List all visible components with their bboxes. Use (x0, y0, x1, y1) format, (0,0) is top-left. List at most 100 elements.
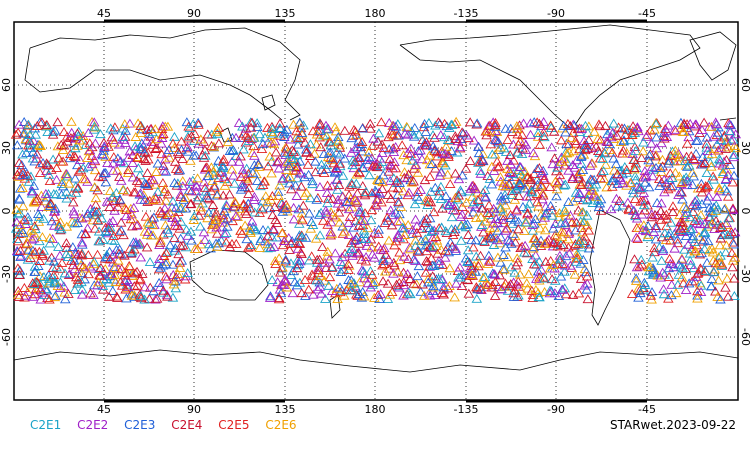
observation-marker (621, 180, 632, 190)
observation-marker (576, 223, 587, 233)
observation-marker (177, 240, 189, 250)
observation-marker (659, 228, 671, 238)
observation-marker (26, 234, 38, 244)
observation-marker (240, 130, 252, 140)
legend-item-c2e6: C2E6 (265, 418, 297, 432)
observation-marker (395, 215, 406, 225)
observation-marker (429, 145, 440, 155)
observation-marker (270, 147, 282, 157)
observation-marker (640, 224, 652, 234)
observation-marker (17, 227, 29, 237)
observation-marker (715, 220, 726, 230)
observation-marker (690, 201, 702, 211)
observation-marker (252, 158, 264, 168)
observation-marker (167, 196, 179, 206)
observation-marker (12, 209, 24, 219)
observation-marker (100, 177, 112, 187)
observation-marker (343, 247, 355, 257)
observation-marker (22, 244, 34, 254)
observation-marker (431, 147, 443, 157)
observation-marker (713, 275, 724, 285)
observation-marker (353, 220, 365, 230)
observation-marker (617, 200, 629, 210)
observation-marker (515, 162, 526, 172)
observation-marker (611, 201, 623, 211)
observation-marker (630, 273, 642, 283)
observation-marker (101, 196, 113, 206)
observation-marker (623, 203, 634, 213)
observation-marker (76, 250, 87, 260)
observation-marker (343, 264, 354, 274)
observation-marker (626, 289, 638, 299)
observation-marker (466, 181, 478, 191)
observation-marker (646, 209, 658, 219)
observation-marker (58, 126, 70, 136)
observation-marker (706, 219, 718, 229)
observation-marker (600, 159, 611, 169)
observation-marker (708, 202, 720, 212)
observation-marker (127, 158, 138, 168)
observation-marker (50, 290, 61, 300)
observation-marker (177, 181, 189, 191)
observation-marker (583, 225, 595, 235)
observation-marker (164, 208, 176, 218)
observation-marker (454, 143, 466, 153)
observation-marker (450, 205, 461, 215)
observation-marker (114, 139, 126, 149)
observation-marker (14, 265, 26, 275)
observation-marker (22, 140, 34, 150)
observation-marker (691, 199, 703, 209)
observation-marker (256, 144, 268, 154)
observation-marker (505, 262, 517, 272)
observation-marker (330, 248, 341, 258)
observation-marker (236, 133, 248, 143)
observation-marker (634, 261, 645, 271)
observation-marker (163, 145, 175, 155)
observation-marker (462, 275, 473, 285)
observation-marker (209, 182, 220, 192)
observation-marker (567, 289, 579, 299)
observation-marker (473, 148, 485, 158)
observation-marker (219, 180, 231, 190)
observation-marker (570, 239, 581, 249)
observation-marker (211, 222, 222, 232)
observation-marker (607, 181, 618, 191)
observation-marker (556, 156, 567, 166)
observation-marker (412, 245, 424, 255)
observation-marker (13, 291, 25, 301)
observation-marker (433, 274, 444, 284)
observation-marker (317, 242, 328, 252)
observation-marker (718, 156, 730, 166)
observation-marker (229, 178, 240, 188)
observation-marker (267, 210, 278, 220)
observation-marker (261, 197, 273, 207)
observation-marker (136, 143, 147, 153)
observation-marker (287, 266, 299, 276)
observation-marker (224, 241, 236, 251)
observation-marker (86, 159, 98, 169)
observation-marker (501, 181, 513, 191)
observation-marker (339, 125, 351, 135)
observation-marker (83, 269, 94, 279)
observation-marker (687, 167, 698, 177)
observation-marker (438, 132, 450, 142)
observation-marker (175, 189, 186, 199)
observation-marker (727, 205, 739, 215)
observation-marker (559, 283, 571, 293)
observation-marker (45, 201, 56, 211)
observation-marker (126, 290, 138, 300)
observation-marker (281, 143, 292, 153)
observation-marker (397, 186, 409, 196)
observation-marker (513, 290, 524, 300)
observation-marker (180, 193, 191, 203)
observation-marker (629, 194, 641, 204)
observation-marker (62, 171, 73, 181)
observation-marker (107, 285, 119, 295)
observation-marker (238, 200, 249, 210)
observation-marker (315, 270, 326, 280)
observation-marker (683, 126, 695, 136)
observation-marker (667, 201, 679, 211)
observation-marker (134, 170, 146, 180)
observation-marker (490, 117, 501, 127)
observation-marker (47, 154, 59, 164)
